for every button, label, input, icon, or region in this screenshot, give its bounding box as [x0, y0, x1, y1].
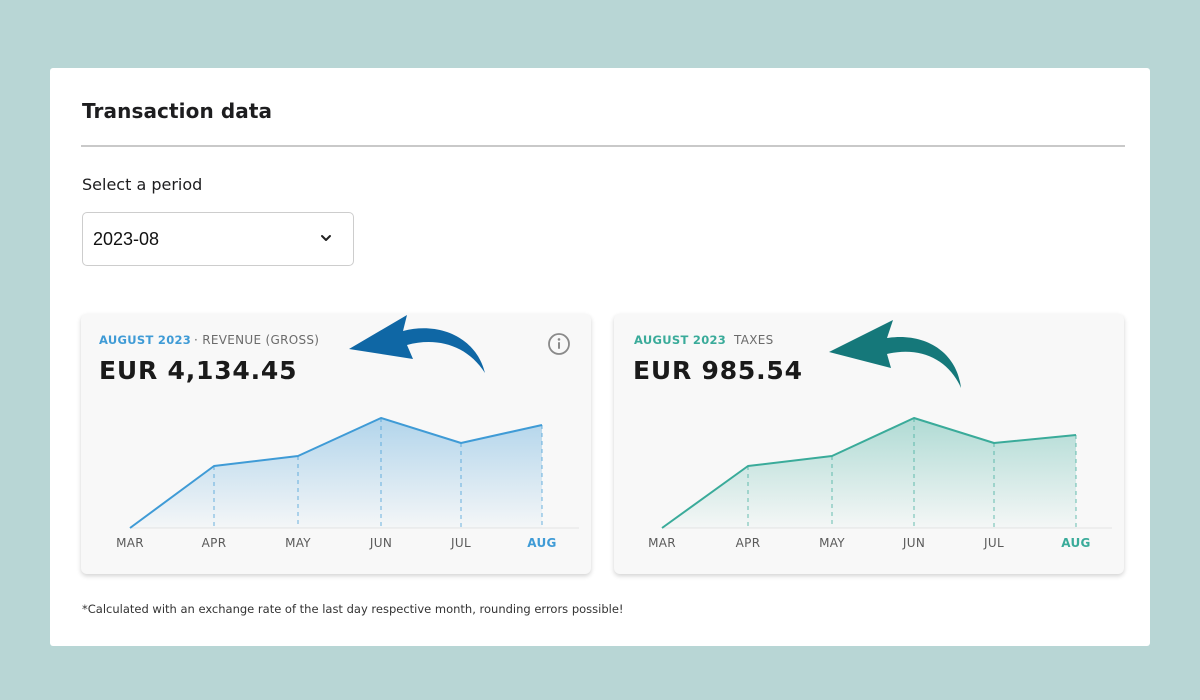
period-select-value: 2023-08 — [93, 229, 160, 249]
info-icon[interactable] — [547, 332, 571, 356]
x-tick-label: AUG — [527, 536, 556, 550]
x-tick-label: JUL — [450, 536, 471, 550]
revenue-amount: EUR 4,134.45 — [99, 356, 298, 385]
x-tick-label: MAR — [648, 536, 676, 550]
transaction-card: Transaction data Select a period 2023-08… — [50, 68, 1150, 646]
footnote: *Calculated with an exchange rate of the… — [82, 602, 624, 616]
x-tick-label: JUL — [983, 536, 1004, 550]
chart-series-line — [661, 417, 1077, 529]
x-tick-label: JUN — [902, 536, 925, 550]
arrow-left-icon — [829, 320, 961, 388]
taxes-amount: EUR 985.54 — [633, 356, 803, 385]
x-tick-label: APR — [736, 536, 761, 550]
x-tick-label: JUN — [369, 536, 392, 550]
revenue-metric-label: · REVENUE (GROSS) — [194, 333, 320, 347]
chart-area — [662, 418, 1076, 528]
taxes-metric-label: TAXES — [734, 333, 774, 347]
period-select[interactable]: 2023-08 — [82, 212, 354, 266]
chevron-down-icon — [321, 235, 331, 241]
x-tick-label: APR — [202, 536, 227, 550]
revenue-chart: MAR APR MAY JUN JUL AUG — [116, 417, 579, 550]
x-tick-label: AUG — [1061, 536, 1090, 550]
title-divider — [81, 145, 1125, 147]
x-tick-label: MAY — [285, 536, 311, 550]
taxes-chart: MAR APR MAY JUN JUL AUG — [648, 417, 1112, 550]
revenue-period-label: AUGUST 2023 — [99, 333, 192, 347]
period-label: Select a period — [82, 175, 203, 194]
x-tick-label: MAR — [116, 536, 144, 550]
taxes-period-label: AUGUST 2023 — [634, 333, 727, 347]
x-tick-label: MAY — [819, 536, 845, 550]
page-title: Transaction data — [82, 99, 273, 123]
arrow-left-icon — [349, 315, 485, 373]
chart-series-line — [129, 417, 543, 529]
chart-area — [130, 418, 542, 528]
revenue-panel: AUGUST 2023 · REVENUE (GROSS) EUR 4,134.… — [81, 314, 591, 574]
